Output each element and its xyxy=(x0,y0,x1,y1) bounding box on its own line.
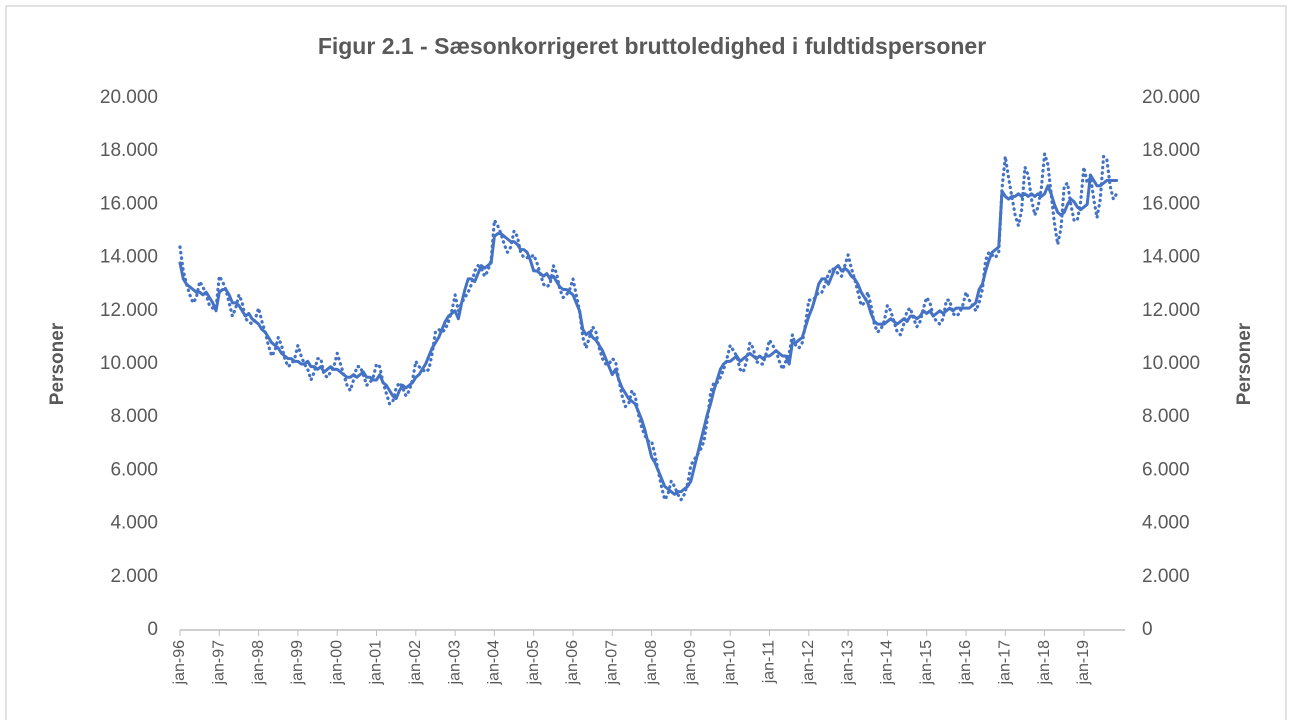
x-tick-label: jan-12 xyxy=(800,640,817,686)
x-tick-label: jan-10 xyxy=(721,640,738,686)
x-tick-label: jan-02 xyxy=(407,640,424,686)
x-tick-label: jan-16 xyxy=(957,640,974,686)
x-tick-label: jan-96 xyxy=(171,640,188,686)
line-series xyxy=(178,173,1119,496)
x-tick-label: jan-14 xyxy=(879,640,896,686)
x-tick-label: jan-19 xyxy=(1075,640,1092,686)
y-tick-label: 20.000 xyxy=(100,87,158,108)
x-tick-label: jan-97 xyxy=(211,640,228,686)
x-tick-label: jan-13 xyxy=(839,640,856,686)
y2-tick-label: 16.000 xyxy=(1142,193,1200,214)
y-tick-label: 6.000 xyxy=(110,459,158,480)
x-tick-label: jan-06 xyxy=(564,640,581,686)
y-tick-label: 18.000 xyxy=(100,140,158,161)
y2-tick-label: 0 xyxy=(1142,619,1153,640)
x-tick-label: jan-08 xyxy=(643,640,660,686)
y2-axis-title: Personer xyxy=(1234,322,1255,405)
y-tick-label: 8.000 xyxy=(110,406,158,427)
x-tick-label: jan-00 xyxy=(328,640,345,686)
chart-title: Figur 2.1 - Sæsonkorrigeret bruttoledigh… xyxy=(318,33,986,59)
x-tick-label: jan-04 xyxy=(486,640,503,686)
y2-tick-label: 4.000 xyxy=(1142,513,1190,534)
y2-tick-label: 10.000 xyxy=(1142,353,1200,374)
x-tick-label: jan-05 xyxy=(525,640,542,686)
x-tick-label: jan-01 xyxy=(368,640,385,686)
y-tick-label: 12.000 xyxy=(100,300,158,321)
x-tick-label: jan-98 xyxy=(250,640,267,686)
x-tick-label: jan-09 xyxy=(682,640,699,686)
y-tick-label: 4.000 xyxy=(110,513,158,534)
y-tick-label: 10.000 xyxy=(100,353,158,374)
x-tick-label: jan-17 xyxy=(997,640,1014,686)
y2-tick-label: 20.000 xyxy=(1142,87,1200,108)
x-tick-label: jan-07 xyxy=(604,640,621,686)
y2-tick-label: 12.000 xyxy=(1142,300,1200,321)
y-tick-label: 14.000 xyxy=(100,247,158,268)
y2-tick-label: 2.000 xyxy=(1142,566,1190,587)
y-tick-label: 0 xyxy=(147,619,158,640)
y2-tick-label: 18.000 xyxy=(1142,140,1200,161)
x-tick-label: jan-99 xyxy=(289,640,306,686)
y2-tick-label: 14.000 xyxy=(1142,247,1200,268)
y2-tick-label: 8.000 xyxy=(1142,406,1190,427)
y-tick-label: 16.000 xyxy=(100,193,158,214)
x-tick-label: jan-15 xyxy=(918,640,935,686)
x-tick-label: jan-18 xyxy=(1036,640,1053,686)
y-tick-label: 2.000 xyxy=(110,566,158,587)
x-tick-label: jan-11 xyxy=(761,640,778,684)
y2-tick-label: 6.000 xyxy=(1142,459,1190,480)
x-tick-label: jan-03 xyxy=(446,640,463,686)
chart-frame xyxy=(5,5,1287,720)
y-axis-title: Personer xyxy=(47,322,68,405)
